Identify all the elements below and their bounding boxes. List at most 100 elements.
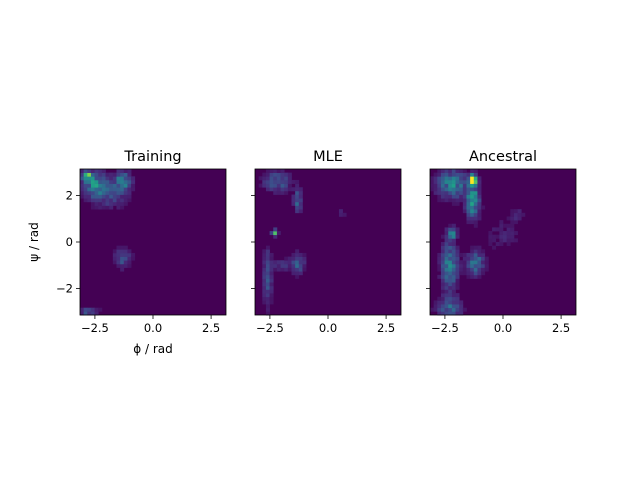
heatmap-cell xyxy=(440,307,445,312)
heatmap-cell xyxy=(273,227,278,232)
heatmap-cell xyxy=(433,172,438,177)
heatmap-cell xyxy=(451,304,456,309)
heatmap-cell xyxy=(455,256,460,261)
heatmap-cell xyxy=(440,179,445,184)
heatmap-cell xyxy=(440,187,445,192)
heatmap-cell xyxy=(466,201,471,206)
heatmap-cell xyxy=(455,179,460,184)
heatmap-cell xyxy=(455,249,460,254)
heatmap-cell xyxy=(455,271,460,276)
heatmap-cell xyxy=(276,187,281,192)
heatmap-cell xyxy=(127,183,132,188)
heatmap-cell xyxy=(451,296,456,301)
heatmap-cell xyxy=(276,169,281,173)
heatmap-cell xyxy=(473,183,478,188)
heatmap-cell xyxy=(466,205,471,210)
heatmap-cell xyxy=(287,187,292,192)
heatmap-cell xyxy=(265,267,270,272)
heatmap-cell xyxy=(262,249,267,254)
heatmap-cell xyxy=(90,205,95,210)
heatmap-cell xyxy=(451,271,456,276)
heatmap-cell xyxy=(265,260,270,265)
heatmap-cell xyxy=(123,183,128,188)
heatmap-cell xyxy=(440,304,445,309)
heatmap-cell xyxy=(451,282,456,287)
heatmap-cell xyxy=(265,179,270,184)
x-tick-label: −2.5 xyxy=(256,321,284,335)
heatmap-cell xyxy=(437,179,442,184)
heatmap-cell xyxy=(127,198,132,203)
heatmap-cell xyxy=(430,176,434,181)
heatmap-cell xyxy=(448,169,453,173)
heatmap-cell xyxy=(473,179,478,184)
heatmap-cell xyxy=(451,252,456,257)
heatmap-cell xyxy=(444,179,449,184)
heatmap-cell xyxy=(265,296,270,301)
heatmap-cell xyxy=(444,282,449,287)
heatmap-cell xyxy=(287,267,292,272)
heatmap-cell xyxy=(459,198,464,203)
heatmap-cell xyxy=(94,169,99,173)
heatmap-cell xyxy=(116,194,121,199)
heatmap-cell xyxy=(444,198,449,203)
heatmap-cell xyxy=(448,304,453,309)
heatmap-cell xyxy=(455,278,460,283)
panel-title: MLE xyxy=(313,149,343,165)
heatmap-cell xyxy=(123,172,128,177)
heatmap-cell xyxy=(455,274,460,279)
heatmap-cell xyxy=(451,278,456,283)
heatmap-cell xyxy=(462,187,467,192)
heatmap-cell xyxy=(123,176,128,181)
heatmap-cell xyxy=(473,172,478,177)
heatmap-cell xyxy=(120,256,125,261)
heatmap-cell xyxy=(466,183,471,188)
heatmap-cell xyxy=(448,198,453,203)
heatmap-cell xyxy=(120,176,125,181)
heatmap-cell xyxy=(448,274,453,279)
heatmap-cell xyxy=(459,169,464,173)
heatmap-cell xyxy=(451,293,456,298)
heatmap-cell xyxy=(265,282,270,287)
heatmap-cell xyxy=(495,227,500,232)
heatmap-cell xyxy=(459,307,464,312)
heatmap-cell xyxy=(109,187,114,192)
heatmap-cell xyxy=(466,198,471,203)
heatmap-cell xyxy=(83,179,88,184)
heatmap-cell xyxy=(455,311,460,316)
heatmap-cell xyxy=(448,296,453,301)
heatmap-cell xyxy=(298,194,303,199)
heatmap-cell xyxy=(83,183,88,188)
heatmap-cell xyxy=(448,289,453,294)
heatmap-cell xyxy=(120,260,125,265)
heatmap-cell xyxy=(265,285,270,290)
heatmap-cell xyxy=(269,282,274,287)
heatmap-cell xyxy=(112,260,117,265)
heatmap-cell xyxy=(273,176,278,181)
heatmap-cell xyxy=(513,216,518,221)
heatmap-cell xyxy=(437,304,442,309)
heatmap-cell xyxy=(284,260,289,265)
heatmap-cell xyxy=(451,300,456,305)
heatmap-cell xyxy=(451,285,456,290)
heatmap-cell xyxy=(269,289,274,294)
heatmap-cell xyxy=(451,245,456,250)
heatmap-cell xyxy=(105,205,110,210)
heatmap-cell xyxy=(510,238,515,243)
heatmap-cell xyxy=(484,260,489,265)
heatmap-cells xyxy=(258,169,347,316)
heatmap-cell xyxy=(302,256,307,261)
heatmap-cell xyxy=(492,234,497,239)
heatmap-cell xyxy=(280,187,285,192)
heatmap-cell xyxy=(451,267,456,272)
heatmap-cell xyxy=(473,201,478,206)
heatmap-cell xyxy=(481,263,486,268)
heatmap-cell xyxy=(455,260,460,265)
heatmap-cell xyxy=(473,256,478,261)
heatmap-cell xyxy=(262,252,267,257)
heatmap-cell xyxy=(521,212,526,217)
heatmap-cell xyxy=(448,300,453,305)
heatmap-cell xyxy=(466,263,471,268)
heatmap-cell xyxy=(280,172,285,177)
heatmap-cell xyxy=(470,190,475,195)
heatmap-cell xyxy=(262,271,267,276)
